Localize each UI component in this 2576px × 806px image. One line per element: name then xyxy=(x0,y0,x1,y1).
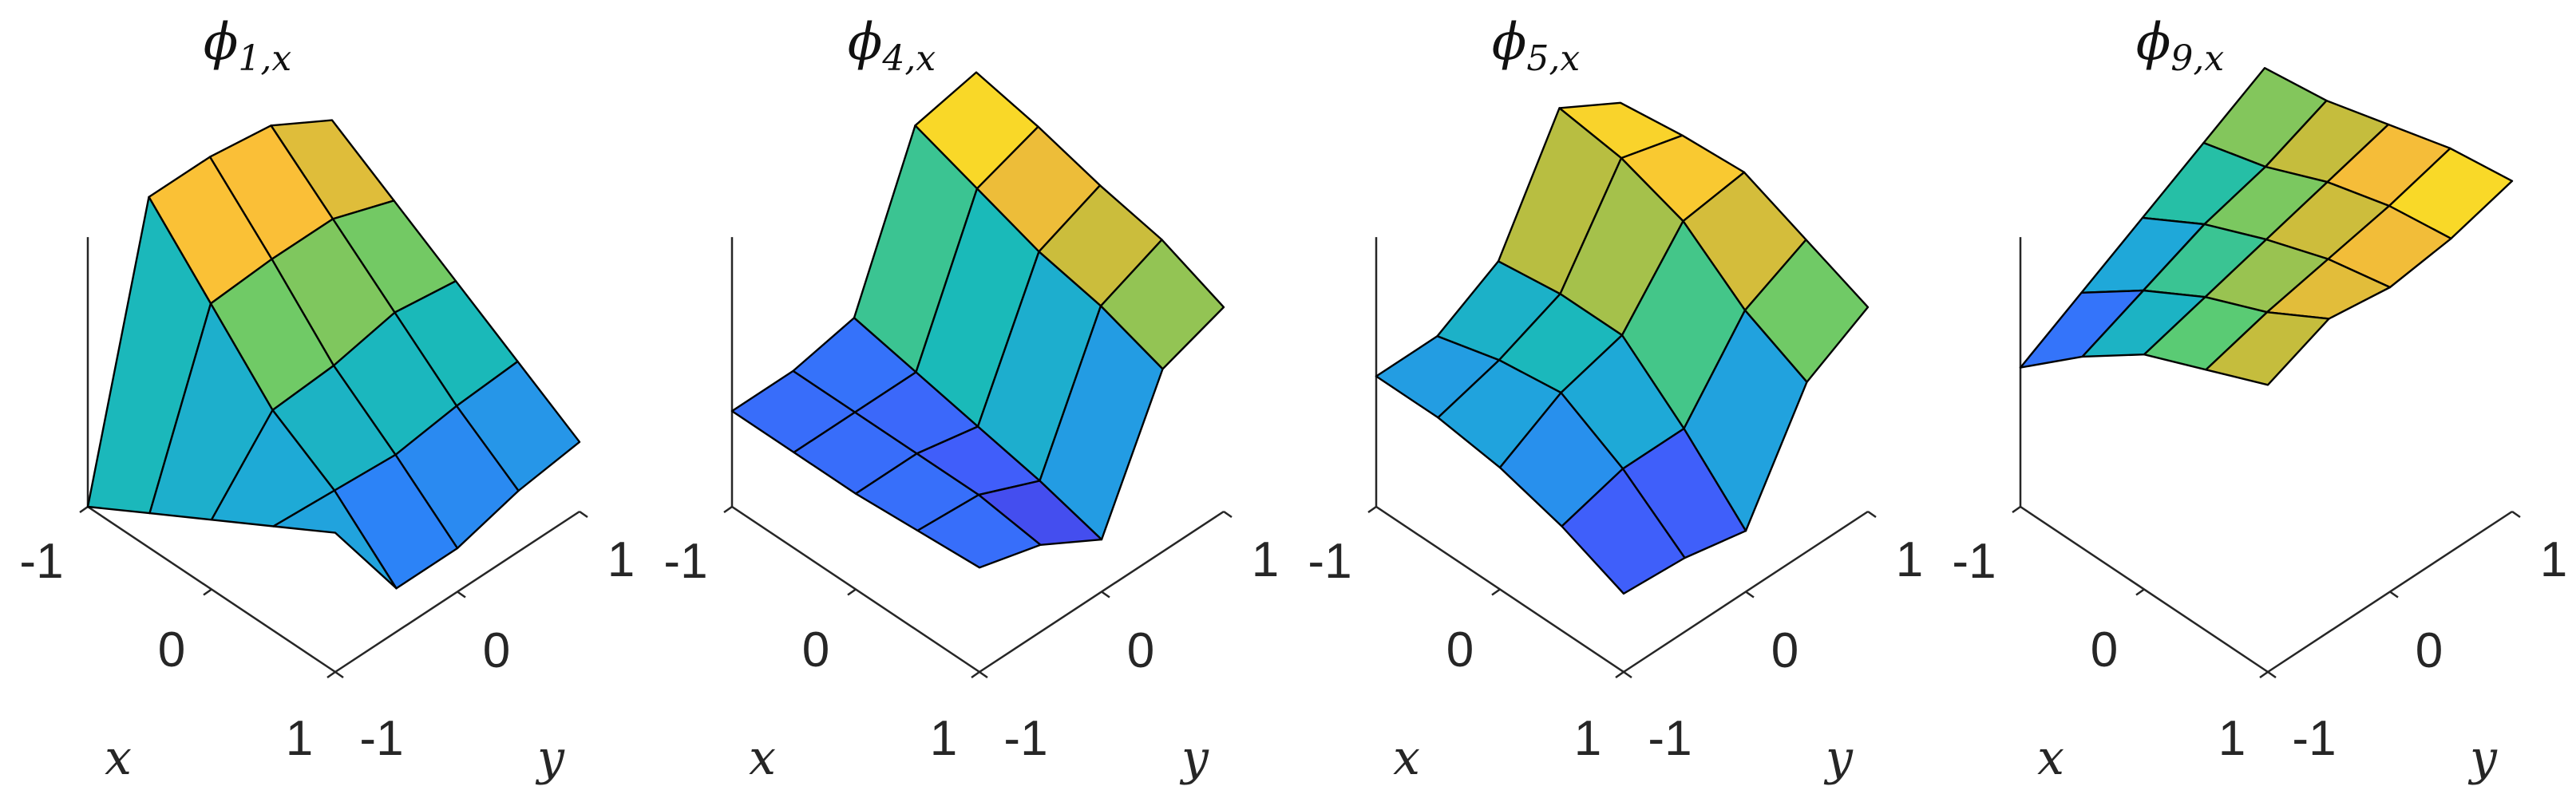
y-tick-label: 0 xyxy=(483,623,510,678)
x-tick-label: 1 xyxy=(286,711,313,766)
panel-title: ϕ9,x xyxy=(2136,13,2225,79)
x-tick-mark xyxy=(847,588,857,596)
x-tick-label: 1 xyxy=(2218,711,2246,766)
x-tick-mark xyxy=(203,588,212,596)
x-axis-label: x xyxy=(749,730,776,786)
x-tick-label: -1 xyxy=(663,534,707,589)
y-tick-label: 0 xyxy=(1127,623,1154,678)
y-axis-label: y xyxy=(1823,730,1854,786)
x-tick-label: 0 xyxy=(158,622,185,678)
surface-mesh xyxy=(1375,101,1870,595)
x-tick-label: 0 xyxy=(802,622,829,678)
x-tick-mark xyxy=(723,505,733,514)
y-tick-mark xyxy=(457,591,466,599)
surface-mesh xyxy=(86,119,581,590)
y-tick-mark xyxy=(1101,591,1110,599)
y-tick-mark xyxy=(1223,510,1233,519)
x-tick-label: 0 xyxy=(1446,622,1474,678)
panel-title: ϕ4,x xyxy=(848,13,936,79)
title-subscript: 5,x xyxy=(1526,38,1580,79)
surface-cell-0-0 xyxy=(2019,289,2145,369)
title-symbol: ϕ xyxy=(2136,13,2171,72)
y-tick-mark xyxy=(2389,591,2399,599)
title-symbol: ϕ xyxy=(1492,13,1527,72)
y-tick-label: -1 xyxy=(2292,711,2336,766)
y-tick-mark xyxy=(2267,670,2277,679)
surface-cell-3-0 xyxy=(2205,311,2330,386)
y-tick-label: 1 xyxy=(1896,532,1923,587)
y-axis-label: y xyxy=(535,730,565,786)
y-tick-label: -1 xyxy=(1003,711,1047,766)
title-subscript: 1,x xyxy=(238,38,291,79)
y-tick-mark xyxy=(1745,591,1755,599)
x-tick-mark xyxy=(2135,588,2145,596)
x-tick-mark xyxy=(326,670,336,679)
x-tick-label: 1 xyxy=(930,711,957,766)
surface-cell-3-0 xyxy=(916,493,1042,569)
surface-cell-3-0 xyxy=(1561,468,1686,595)
surface-mesh xyxy=(730,71,1225,569)
surface-panel-3: ϕ5,x -1 0 1 -1 0 1 x y xyxy=(1308,13,1923,786)
y-tick-mark xyxy=(2511,510,2521,519)
x-axis-label: x xyxy=(105,730,132,786)
x-tick-label: 0 xyxy=(2091,622,2118,678)
x-tick-mark xyxy=(971,670,980,679)
surface-cell-3-0 xyxy=(272,489,398,590)
y-tick-mark xyxy=(579,510,588,519)
x-tick-mark xyxy=(1367,505,1377,514)
y-tick-mark xyxy=(1623,670,1632,679)
surface-panel-4: ϕ9,x -1 0 1 -1 0 1 x y xyxy=(1952,13,2567,786)
x-tick-mark xyxy=(2259,670,2269,679)
y-tick-label: 0 xyxy=(2416,623,2443,678)
x-axis-label: x xyxy=(2037,730,2064,786)
x-tick-label: -1 xyxy=(19,534,63,589)
y-tick-mark xyxy=(334,670,344,679)
y-tick-label: 1 xyxy=(607,532,635,587)
title-symbol: ϕ xyxy=(848,13,883,72)
title-subscript: 4,x xyxy=(881,38,936,79)
y-axis-label: y xyxy=(2467,730,2498,786)
x-tick-mark xyxy=(1615,670,1624,679)
y-tick-label: 0 xyxy=(1771,623,1798,678)
y-axis-label: y xyxy=(1179,730,1209,786)
x-tick-mark xyxy=(1491,588,1501,596)
x-axis-label: x xyxy=(1393,730,1420,786)
surface-panel-2: ϕ4,x -1 0 1 -1 0 1 x y xyxy=(663,13,1279,786)
y-tick-label: -1 xyxy=(1648,711,1692,766)
surface-mesh xyxy=(2019,66,2514,386)
surface-panel-1: ϕ1,x -1 0 1 -1 0 1 x y xyxy=(19,13,635,786)
x-tick-label: -1 xyxy=(1308,534,1351,589)
x-tick-label: -1 xyxy=(1952,534,1996,589)
y-tick-mark xyxy=(979,670,988,679)
x-tick-mark xyxy=(79,505,89,514)
panel-title: ϕ5,x xyxy=(1492,13,1581,79)
panel-title: ϕ1,x xyxy=(204,13,292,79)
y-tick-mark xyxy=(1867,510,1877,519)
y-tick-label: 1 xyxy=(1252,532,1279,587)
y-tick-label: 1 xyxy=(2540,532,2567,587)
x-tick-mark xyxy=(2012,505,2021,514)
y-tick-label: -1 xyxy=(359,711,403,766)
title-subscript: 9,x xyxy=(2170,38,2224,79)
title-symbol: ϕ xyxy=(204,13,239,72)
x-tick-label: 1 xyxy=(1574,711,1601,766)
